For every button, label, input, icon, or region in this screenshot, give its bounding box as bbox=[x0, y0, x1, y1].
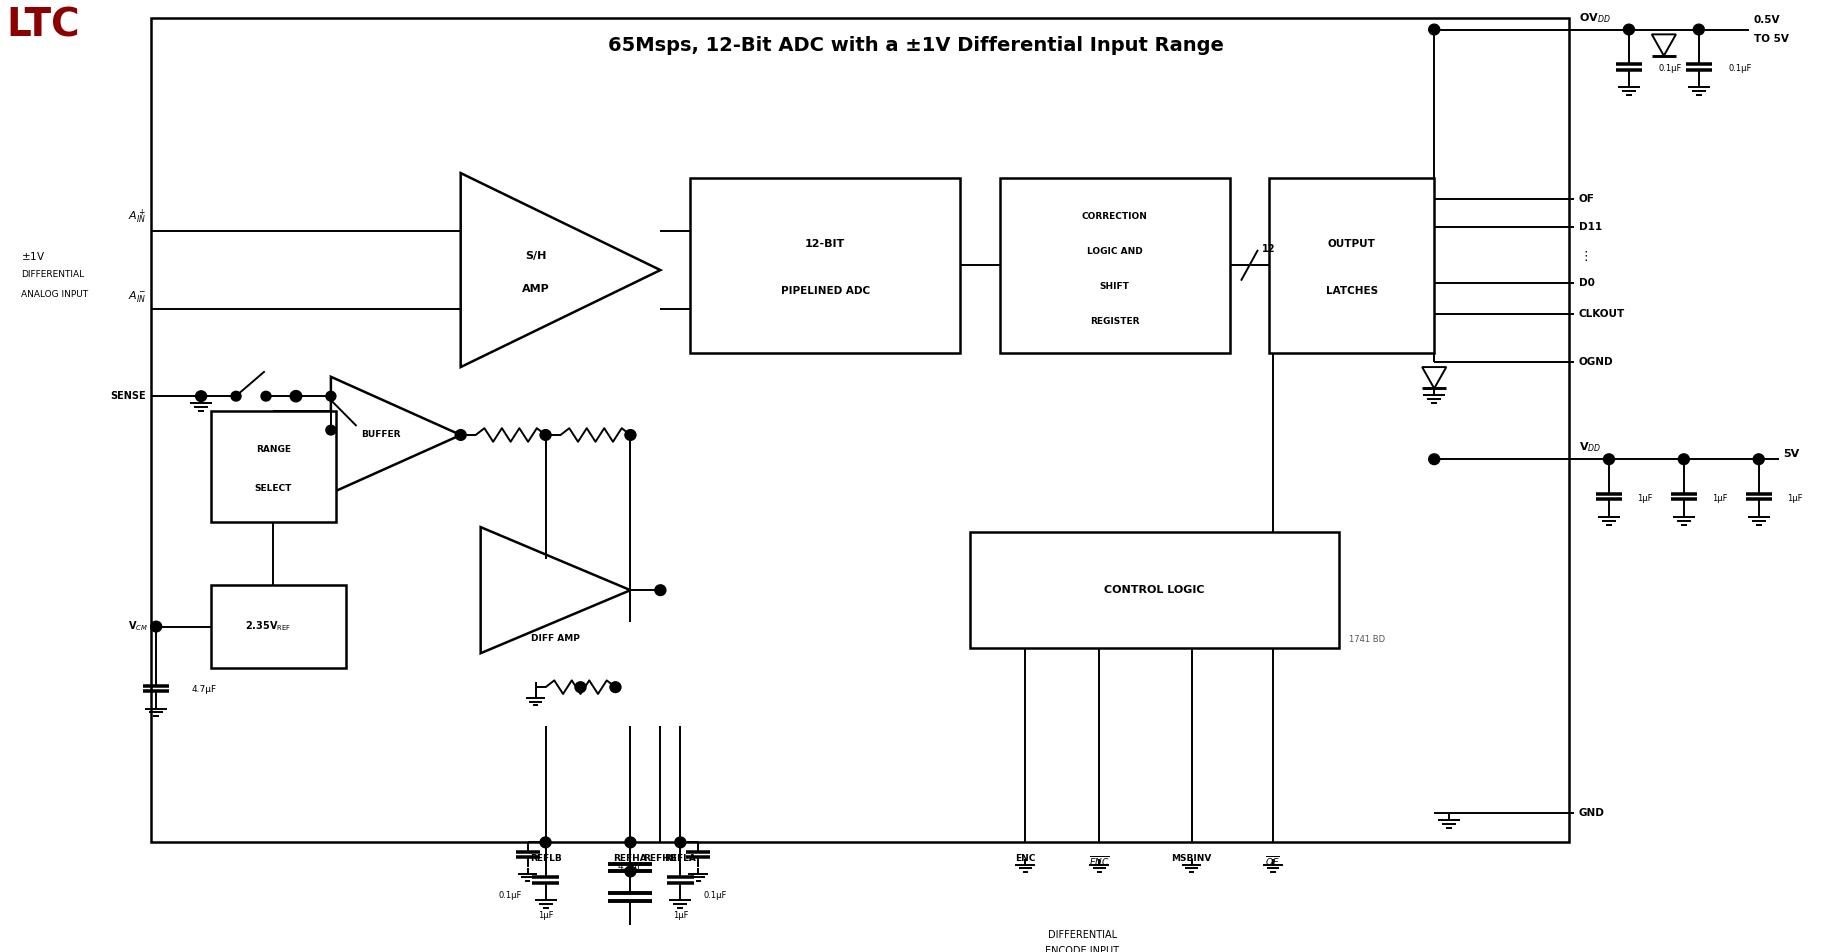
Text: TO 5V: TO 5V bbox=[1753, 34, 1788, 44]
Text: D11: D11 bbox=[1579, 222, 1603, 232]
Text: REFHB: REFHB bbox=[643, 854, 678, 863]
Polygon shape bbox=[460, 173, 660, 367]
Text: D0: D0 bbox=[1579, 278, 1596, 288]
Text: CONTROL LOGIC: CONTROL LOGIC bbox=[1105, 585, 1205, 595]
Text: 5V: 5V bbox=[1784, 449, 1799, 460]
Circle shape bbox=[674, 837, 685, 847]
Text: LTC: LTC bbox=[5, 7, 81, 45]
Text: 4.7µF: 4.7µF bbox=[617, 862, 643, 871]
Text: 1741 BD: 1741 BD bbox=[1350, 635, 1385, 644]
Circle shape bbox=[610, 682, 621, 692]
Text: ENC: ENC bbox=[1015, 854, 1035, 863]
Text: 12: 12 bbox=[1262, 244, 1275, 253]
Text: OF: OF bbox=[1579, 194, 1596, 204]
Text: 0.5V: 0.5V bbox=[1753, 15, 1781, 25]
Text: PIPELINED ADC: PIPELINED ADC bbox=[780, 287, 870, 296]
Text: 2.35V$_{\mathrm{REF}}$: 2.35V$_{\mathrm{REF}}$ bbox=[245, 620, 291, 633]
Bar bbox=[1000, 178, 1229, 352]
Circle shape bbox=[625, 866, 636, 877]
Circle shape bbox=[1693, 24, 1704, 35]
Circle shape bbox=[1678, 454, 1689, 465]
Text: ⋮: ⋮ bbox=[1579, 250, 1592, 263]
Text: REFLA: REFLA bbox=[665, 854, 696, 863]
Text: OGND: OGND bbox=[1579, 357, 1614, 367]
Text: REGISTER: REGISTER bbox=[1090, 317, 1140, 326]
Text: LOGIC AND: LOGIC AND bbox=[1086, 247, 1143, 256]
Circle shape bbox=[625, 429, 636, 441]
Bar bbox=[1270, 178, 1434, 352]
Text: 12-BIT: 12-BIT bbox=[804, 239, 845, 249]
Bar bbox=[969, 532, 1339, 648]
Text: SENSE: SENSE bbox=[110, 391, 147, 401]
Circle shape bbox=[196, 391, 207, 402]
Circle shape bbox=[540, 429, 551, 441]
Circle shape bbox=[625, 837, 636, 847]
Circle shape bbox=[1429, 24, 1440, 35]
Circle shape bbox=[575, 682, 586, 692]
Text: REFHA: REFHA bbox=[614, 854, 647, 863]
Text: V$_{DD}$: V$_{DD}$ bbox=[1579, 441, 1601, 454]
Polygon shape bbox=[1422, 367, 1445, 388]
Text: OV$_{DD}$: OV$_{DD}$ bbox=[1579, 10, 1610, 25]
Circle shape bbox=[540, 837, 551, 847]
Text: 0.1µF: 0.1µF bbox=[1658, 64, 1682, 72]
Bar bbox=[211, 410, 335, 523]
Text: $A_{IN}^+$: $A_{IN}^+$ bbox=[128, 208, 147, 227]
Text: 0.1µF: 0.1µF bbox=[1729, 64, 1751, 72]
Circle shape bbox=[326, 391, 335, 401]
Text: $A_{IN}^-$: $A_{IN}^-$ bbox=[128, 289, 147, 304]
Polygon shape bbox=[480, 527, 630, 653]
Text: 4.7µF: 4.7µF bbox=[191, 685, 216, 694]
Text: DIFFERENTIAL: DIFFERENTIAL bbox=[22, 270, 84, 280]
Text: CORRECTION: CORRECTION bbox=[1081, 212, 1147, 221]
Text: AMP: AMP bbox=[522, 285, 550, 294]
Circle shape bbox=[1753, 454, 1764, 465]
Circle shape bbox=[654, 585, 665, 596]
Circle shape bbox=[1603, 454, 1614, 465]
Text: CLKOUT: CLKOUT bbox=[1579, 309, 1625, 319]
Text: 1µF: 1µF bbox=[539, 911, 553, 920]
Circle shape bbox=[260, 391, 271, 401]
Text: 1µF: 1µF bbox=[1711, 493, 1728, 503]
Text: RANGE: RANGE bbox=[256, 446, 291, 454]
Text: 65Msps, 12-Bit ADC with a ±1V Differential Input Range: 65Msps, 12-Bit ADC with a ±1V Differenti… bbox=[608, 35, 1224, 54]
Text: ANALOG INPUT: ANALOG INPUT bbox=[22, 289, 88, 299]
Text: 1µF: 1µF bbox=[1786, 493, 1803, 503]
Text: LATCHES: LATCHES bbox=[1326, 287, 1378, 296]
Circle shape bbox=[1429, 454, 1440, 465]
Text: GND: GND bbox=[1579, 808, 1605, 819]
Text: MSBINV: MSBINV bbox=[1171, 854, 1211, 863]
Text: $\overline{OE}$: $\overline{OE}$ bbox=[1266, 854, 1281, 868]
Text: $\pm$1V: $\pm$1V bbox=[22, 249, 46, 262]
Circle shape bbox=[326, 426, 335, 435]
Text: BUFFER: BUFFER bbox=[361, 430, 401, 440]
Polygon shape bbox=[1652, 34, 1676, 56]
Text: SHIFT: SHIFT bbox=[1099, 282, 1130, 290]
Text: DIFFERENTIAL: DIFFERENTIAL bbox=[1048, 929, 1118, 940]
Text: ENCODE INPUT: ENCODE INPUT bbox=[1046, 946, 1119, 952]
Text: $\overline{ENC}$: $\overline{ENC}$ bbox=[1088, 854, 1110, 868]
Polygon shape bbox=[332, 377, 460, 493]
Text: 0.1µF: 0.1µF bbox=[498, 891, 522, 901]
Circle shape bbox=[1623, 24, 1634, 35]
Text: 1µF: 1µF bbox=[672, 911, 689, 920]
Text: OUTPUT: OUTPUT bbox=[1328, 239, 1376, 249]
Circle shape bbox=[150, 622, 161, 632]
Text: S/H: S/H bbox=[526, 250, 546, 261]
Text: REFLB: REFLB bbox=[529, 854, 561, 863]
Circle shape bbox=[291, 391, 300, 401]
Bar bbox=[211, 585, 346, 667]
Bar bbox=[691, 178, 960, 352]
Text: 1µF: 1µF bbox=[1638, 493, 1652, 503]
Bar bbox=[152, 18, 1568, 843]
Text: SELECT: SELECT bbox=[255, 485, 291, 493]
Text: V$_{CM}$: V$_{CM}$ bbox=[128, 620, 148, 633]
Circle shape bbox=[231, 391, 242, 401]
Circle shape bbox=[454, 429, 465, 441]
Text: 0.1µF: 0.1µF bbox=[703, 891, 727, 901]
Text: DIFF AMP: DIFF AMP bbox=[531, 634, 581, 644]
